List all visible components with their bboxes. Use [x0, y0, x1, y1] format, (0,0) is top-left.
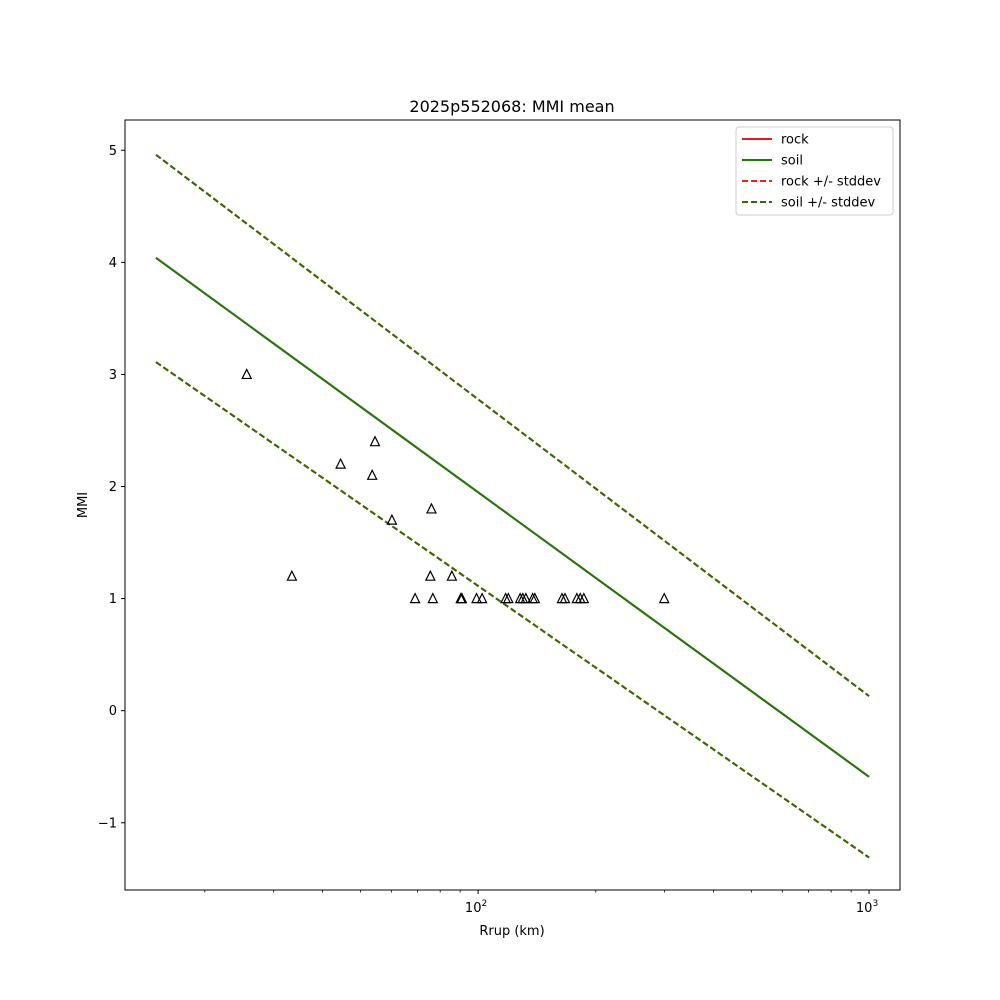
y-axis-label: MMI [76, 492, 91, 518]
observation-point-5 [386, 513, 398, 525]
observation-point-27 [658, 592, 670, 604]
legend-label-0: rock [781, 133, 809, 148]
y-tick-label-0: −1 [98, 816, 117, 831]
y-tick-label-1: 0 [109, 704, 117, 719]
observation-point-21 [529, 592, 541, 604]
legend: rock soil rock +/- stddev soil +/- stddev [735, 126, 894, 216]
observation-point-9 [427, 592, 439, 604]
chart-title: 2025p552068: MMI mean [409, 97, 614, 116]
observation-point-10 [446, 569, 458, 581]
observation-point-3 [366, 468, 378, 480]
observation-point-8 [426, 502, 437, 514]
observation-point-12 [456, 592, 468, 604]
series-lines [155, 153, 870, 859]
observation-point-14 [476, 592, 488, 604]
y-tick-label-6: 5 [109, 144, 117, 159]
series-line-3 [155, 153, 870, 697]
legend-label-1: soil [781, 154, 803, 169]
observation-point-19 [520, 592, 532, 604]
observation-point-13 [471, 592, 483, 604]
observation-point-2 [335, 457, 347, 469]
y-tick-label-3: 2 [109, 480, 117, 495]
y-tick-label-2: 1 [109, 592, 117, 607]
y-tick-label-4: 3 [109, 368, 117, 383]
observation-point-16 [502, 592, 514, 604]
legend-box [735, 126, 894, 216]
x-axis-label: Rrup (km) [479, 924, 544, 939]
legend-label-2: rock +/- stddev [781, 175, 881, 190]
plot-frame [124, 119, 901, 891]
observation-markers [241, 368, 670, 604]
observation-point-1 [286, 569, 298, 581]
observation-point-7 [424, 569, 436, 581]
observation-point-0 [241, 368, 253, 380]
y-tick-label-5: 4 [109, 256, 117, 271]
observation-point-23 [559, 592, 571, 604]
observation-point-4 [369, 435, 381, 447]
series-line-1 [155, 257, 870, 778]
legend-label-3: soil +/- stddev [781, 196, 876, 211]
observation-point-26 [578, 592, 590, 604]
series-line-3-lower [155, 361, 870, 859]
observation-point-6 [409, 592, 421, 604]
